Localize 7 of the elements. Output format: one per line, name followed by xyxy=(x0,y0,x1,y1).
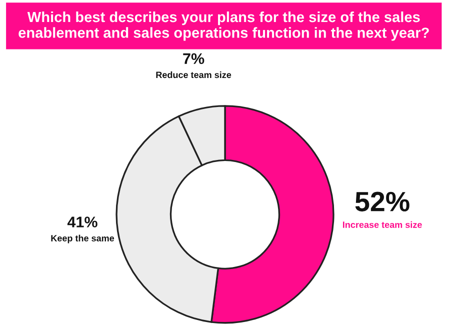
data-label: 7% xyxy=(183,53,204,64)
data-label: 41% xyxy=(67,216,98,228)
slice-label: Keep the same xyxy=(51,234,114,244)
slice-label: Increase team size xyxy=(343,221,422,228)
slice-label: Reduce team size xyxy=(156,71,232,78)
chart-title: Which best describes your plans for the size of the sales enablement and sales operations function in the next year? xyxy=(18,11,429,41)
data-label: 52% xyxy=(355,192,410,212)
